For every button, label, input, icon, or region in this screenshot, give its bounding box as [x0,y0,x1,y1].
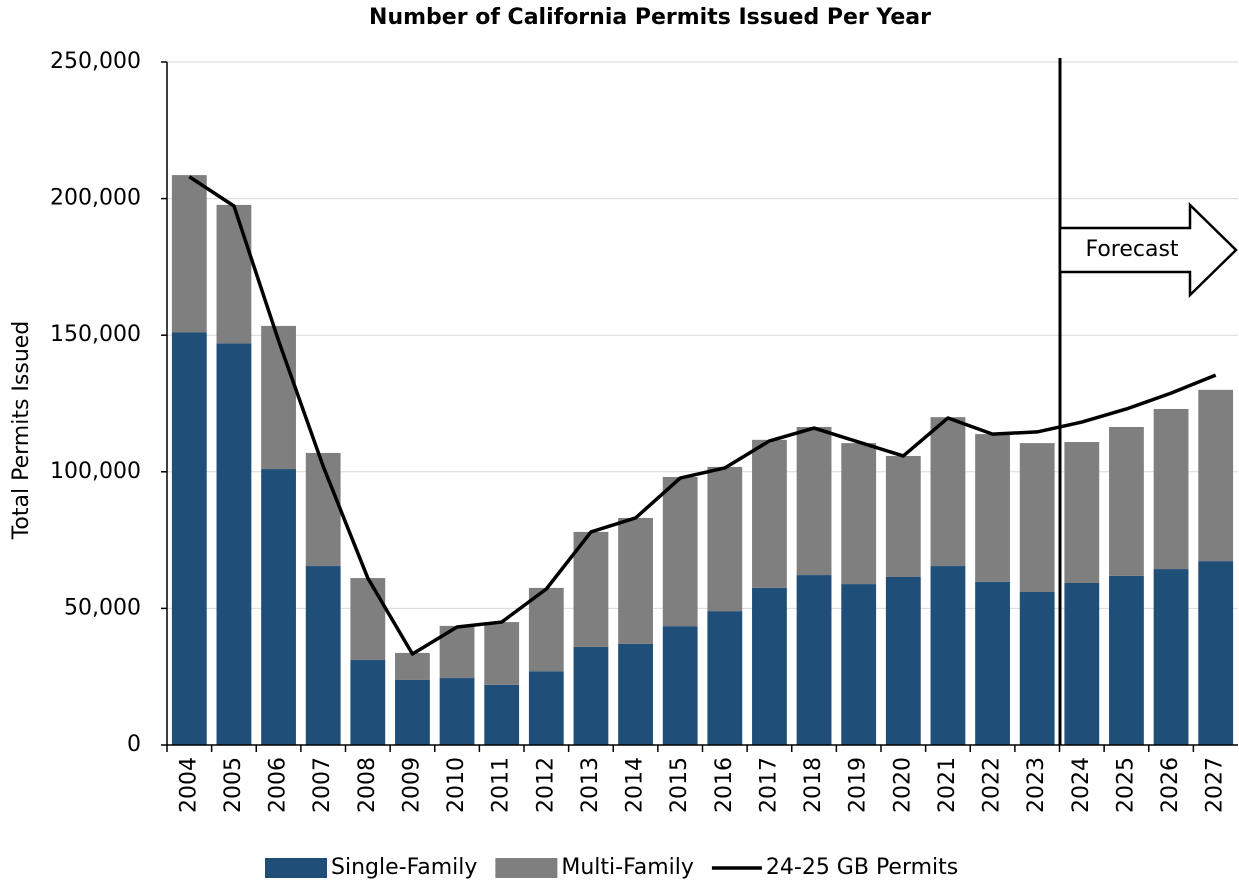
x-tick-label: 2023 [1024,757,1049,813]
bar-segment [484,622,520,685]
y-tick-label: 150,000 [50,322,141,347]
x-tick-label: 2014 [623,757,648,813]
bar-segment [528,671,564,745]
legend-swatch [265,858,327,878]
y-axis-title: Total Permits Issued [9,321,34,541]
bar-segment [216,343,252,745]
x-tick-label: 2019 [846,757,871,813]
y-tick-label: 200,000 [50,186,141,211]
x-tick-label: 2012 [533,757,558,813]
bar-segment [1019,592,1055,745]
bar-segment [752,439,787,588]
bar-segment [1109,575,1144,745]
legend-label: Multi-Family [561,855,694,880]
bar-segment [261,469,296,745]
bar-segment [573,646,609,745]
bar-segment [305,452,341,567]
bar-segment [662,626,698,745]
x-tick-label: 2013 [578,757,603,813]
bar-segment [216,204,252,344]
x-tick-label: 2004 [176,757,201,813]
y-tick-label: 100,000 [50,459,141,484]
bar-segment [796,575,832,745]
legend-label: 24-25 GB Permits [766,855,958,880]
x-tick-label: 2009 [399,757,424,813]
x-tick-label: 2022 [980,757,1005,813]
bar-segment [1198,389,1234,562]
bar-segment [484,684,520,745]
x-tick-label: 2005 [221,757,246,813]
bar-segment [930,417,966,567]
x-tick-label: 2008 [355,757,380,813]
x-tick-label: 2016 [712,757,737,813]
bar-segment [1019,443,1055,593]
bar-segment [930,566,966,745]
chart-title: Number of California Permits Issued Per … [369,5,931,30]
bar-segment [662,476,698,627]
bar-segment [1198,561,1234,745]
bar-segment [350,578,386,661]
bar-segment [796,426,832,576]
y-tick-label: 250,000 [50,49,141,74]
bar-segment [885,455,921,577]
bar-segment [841,584,877,745]
x-tick-label: 2026 [1158,757,1183,813]
bar-segment [350,660,386,745]
bar-segment [975,581,1010,745]
y-tick-label: 50,000 [64,595,141,620]
bar-segment [171,332,207,745]
x-tick-label: 2024 [1069,757,1094,813]
bar-segment [1153,569,1189,745]
x-tick-label: 2006 [266,757,291,813]
bar-segment [1109,426,1144,576]
bar-segment [395,679,430,745]
y-tick-label: 0 [127,732,141,757]
bar-segment [707,466,743,612]
line-series [188,175,1217,656]
bar-segment [1064,442,1100,583]
x-tick-label: 2011 [489,757,514,813]
x-tick-label: 2021 [935,757,960,813]
bar-segment [618,517,653,644]
bar-segment [573,531,609,647]
bar-segment [1064,582,1100,745]
annotation: Forecast [1085,237,1178,262]
bar-segment [171,175,207,333]
bar-segment [395,652,430,680]
bar-segment [841,443,877,585]
bar-segment [752,587,787,745]
x-tick-label: 2025 [1113,757,1138,813]
bar-segment [618,643,653,745]
x-tick-label: 2027 [1203,757,1228,813]
x-tick-label: 2007 [310,757,335,813]
forecast-arrow [1058,202,1238,298]
legend-swatch [495,858,558,878]
bar-segment [975,434,1010,582]
x-tick-label: 2017 [756,757,781,813]
bar-segment [261,325,296,470]
bar-segment [1153,408,1189,570]
bar-segment [439,678,475,745]
x-tick-label: 2018 [801,757,826,813]
bar-segment [528,587,564,672]
bar-segment [885,576,921,745]
legend-label: Single-Family [331,855,477,880]
x-tick-label: 2020 [890,757,915,813]
x-tick-label: 2010 [444,757,469,813]
x-tick-label: 2015 [667,757,692,813]
bar-segment [305,566,341,745]
bar-segment [707,611,743,745]
